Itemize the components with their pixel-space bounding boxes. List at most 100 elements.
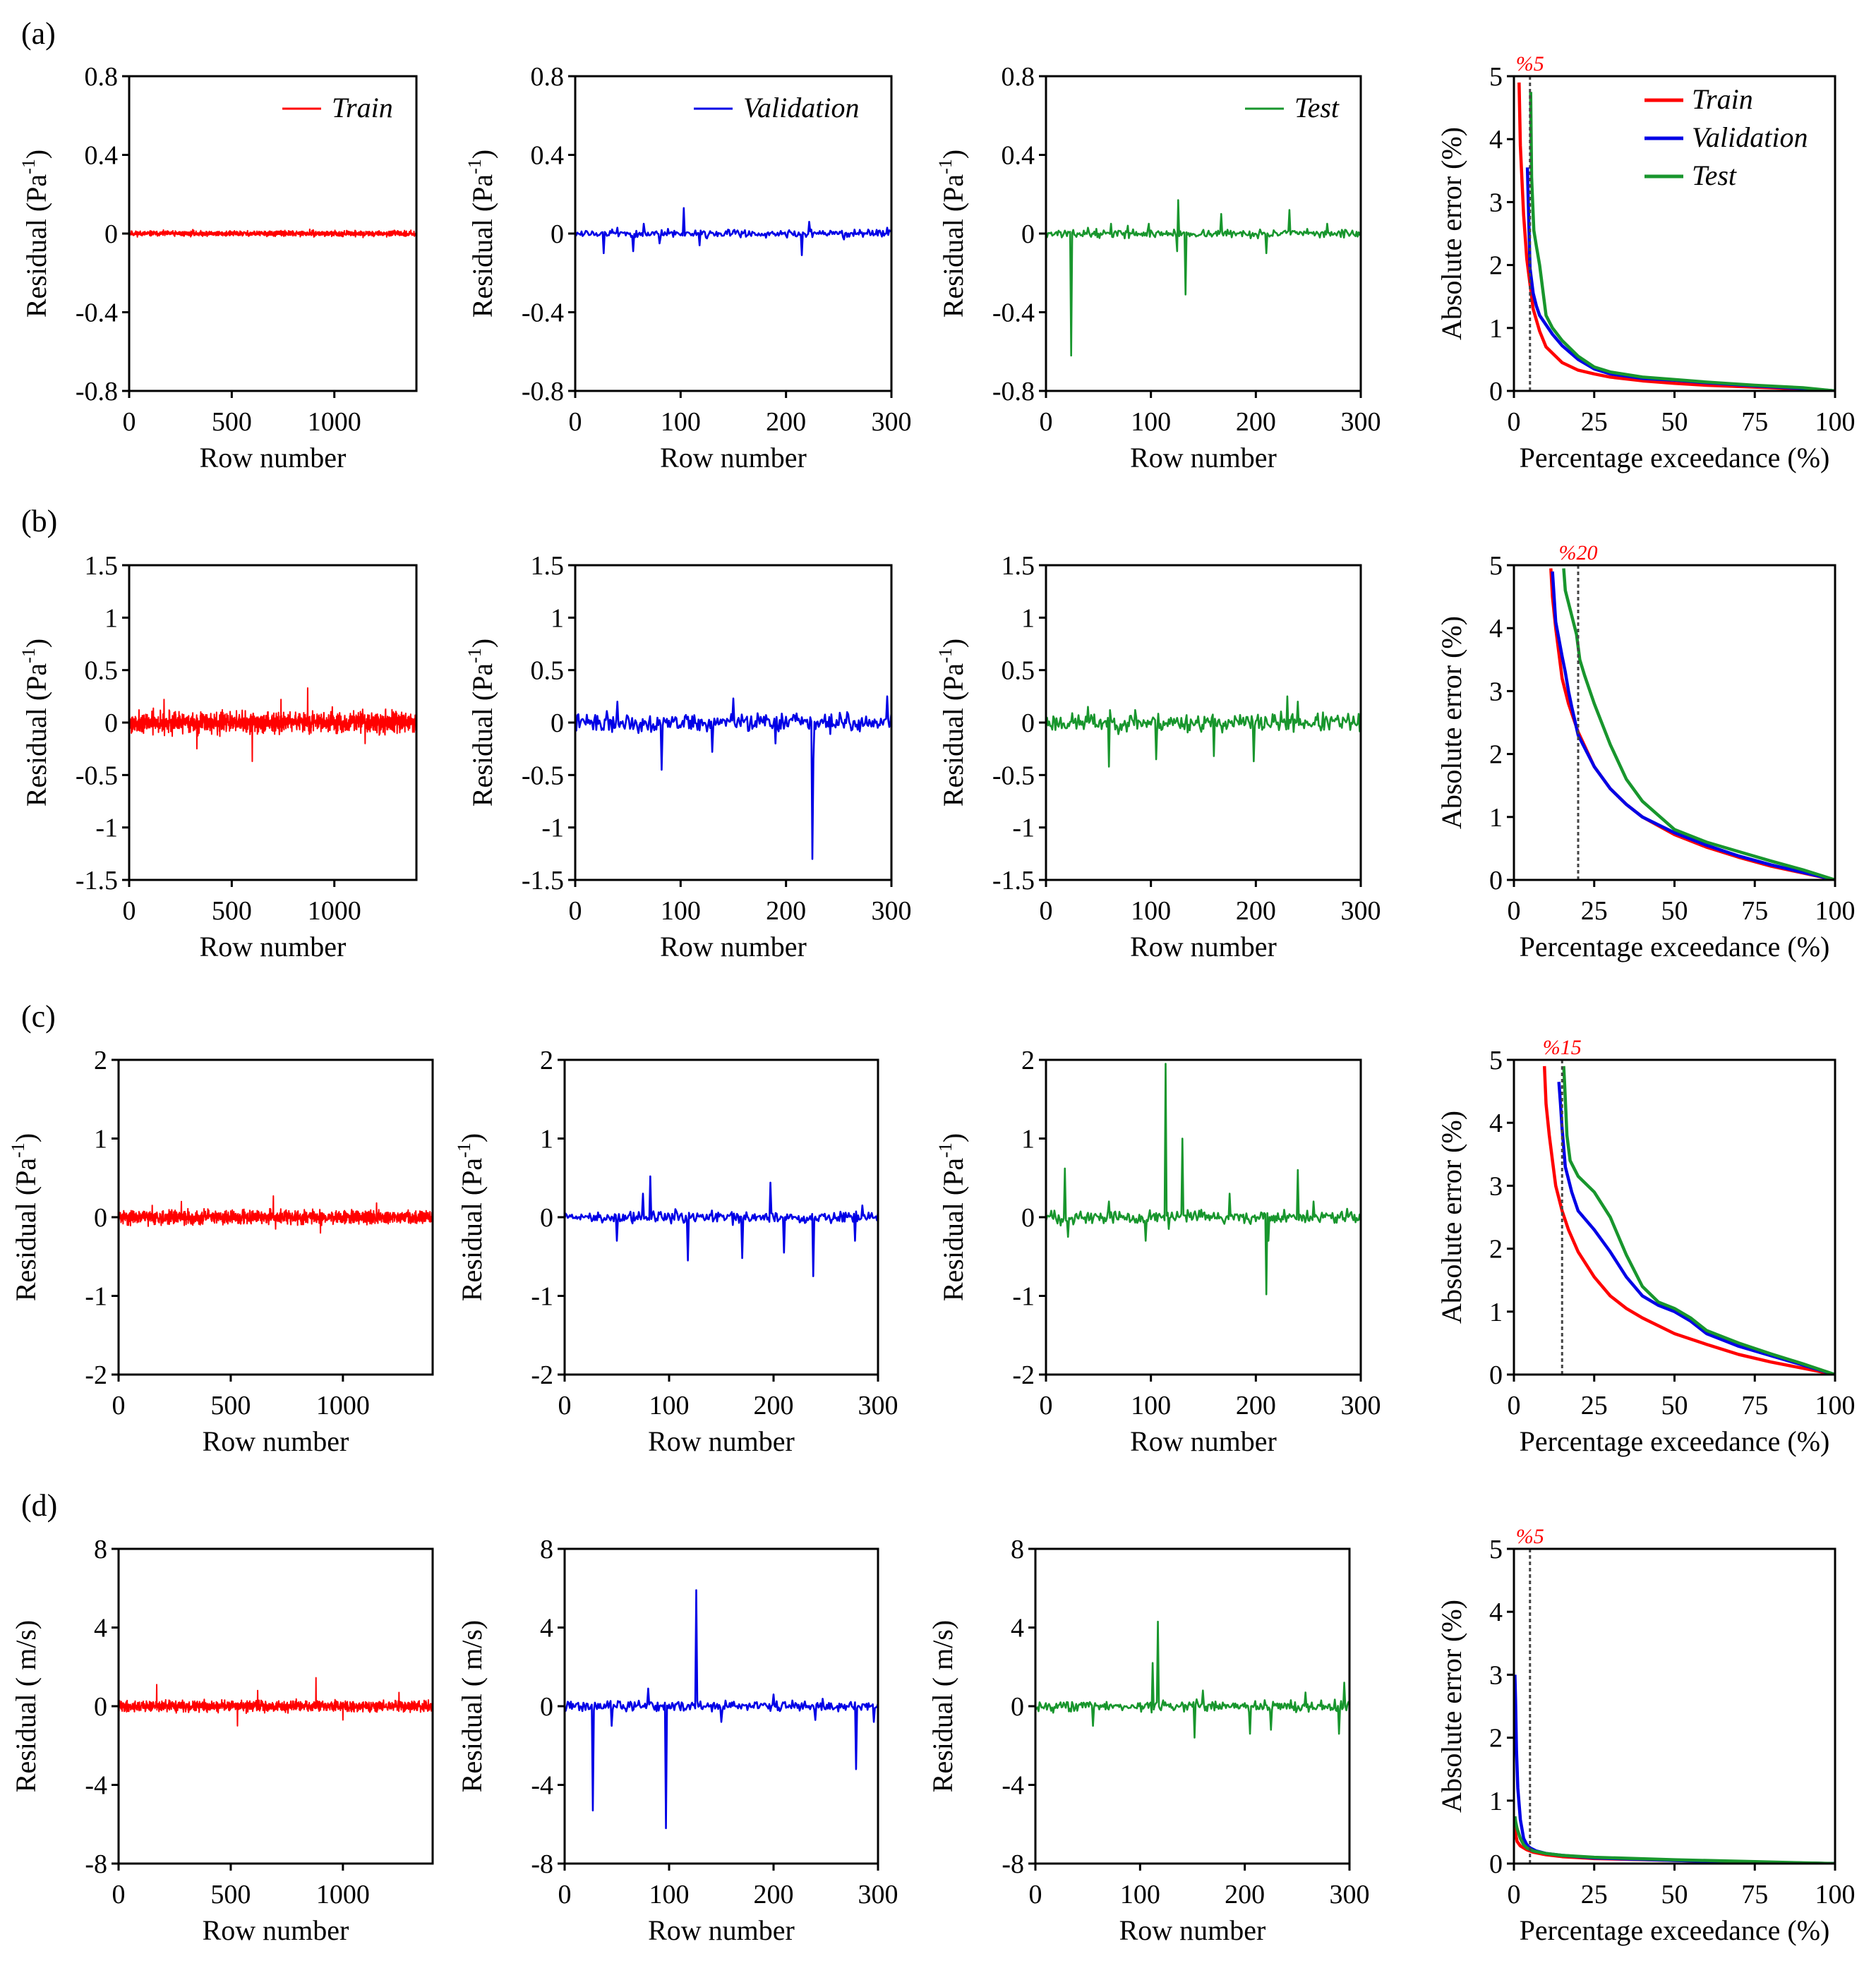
y-tick-label: -0.8 <box>522 377 564 406</box>
y-tick-label: -8 <box>531 1849 553 1879</box>
y-tick-label: 2 <box>94 1046 107 1075</box>
series-line-test <box>1046 695 1361 768</box>
plot-area <box>565 1175 878 1277</box>
x-tick-label: 75 <box>1741 1880 1768 1909</box>
x-tick-label: 300 <box>872 896 912 926</box>
y-tick-label: 1 <box>1489 314 1503 344</box>
plot-area <box>575 207 891 256</box>
chart-b-3: -1.5 -1 -0.5 0 0.5 1 1.5 0 100 200 300 Row number Re… <box>935 551 1381 962</box>
series-line-test <box>1514 1816 1835 1864</box>
x-tick-label: 100 <box>1815 407 1856 437</box>
y-tick-label: 4 <box>1489 1598 1503 1627</box>
y-tick-label: 5 <box>1489 62 1503 92</box>
y-tick-label: -0.4 <box>992 298 1035 328</box>
y-tick-label: 2 <box>1021 1046 1035 1075</box>
x-tick-label: 300 <box>1341 896 1381 926</box>
y-axis-title: Residual (Pa-1) <box>18 639 52 807</box>
chart-d-3: -8 -4 0 4 8 0 100 200 300 Row number Residual ( m/… <box>927 1535 1370 1946</box>
x-axis-title: Row number <box>200 931 347 962</box>
x-tick-label: 100 <box>1815 1880 1856 1909</box>
y-axis-title: Absolute error (%) <box>1436 616 1467 829</box>
y-tick-label: 1.5 <box>531 551 565 581</box>
x-tick-label: 25 <box>1581 407 1608 437</box>
x-tick-label: 0 <box>558 1880 572 1909</box>
x-tick-label: 300 <box>858 1391 898 1420</box>
y-tick-label: 1.5 <box>1002 551 1035 581</box>
y-tick-label: 0 <box>1489 1360 1503 1390</box>
x-tick-label: 0 <box>1508 407 1521 437</box>
y-tick-label: 0 <box>94 1692 107 1722</box>
series-line-validation <box>575 695 891 860</box>
x-tick-label: 0 <box>569 896 582 926</box>
x-tick-label: 100 <box>1131 407 1171 437</box>
x-tick-label: 1000 <box>308 896 361 926</box>
y-tick-label: 5 <box>1489 551 1503 581</box>
y-tick-label: 2 <box>540 1046 553 1075</box>
chart-a-3: Test -0.8 -0.4 0 0.4 0.8 0 100 200 300 Row number R… <box>935 62 1381 473</box>
y-tick-label: 1 <box>94 1125 107 1154</box>
y-tick-label: 0 <box>1489 866 1503 895</box>
chart-d-2: -8 -4 0 4 8 0 100 200 300 Row number Residual ( m/… <box>456 1535 898 1946</box>
y-tick-label: 1 <box>1021 603 1035 633</box>
legend-label-test: Test <box>1294 92 1340 123</box>
x-tick-label: 300 <box>1341 407 1381 437</box>
x-tick-label: 75 <box>1741 407 1768 437</box>
x-axis-title: Row number <box>1130 442 1277 473</box>
legend: Train Validation Test <box>1644 83 1808 191</box>
x-tick-label: 0 <box>1029 1880 1042 1909</box>
chart-a-2: Validation -0.8 -0.4 0 0.4 0.8 0 100 200 300 Row n… <box>464 62 912 473</box>
plot-area <box>1542 1066 1835 1375</box>
x-axis-title: Row number <box>1130 1425 1277 1457</box>
y-tick-label: -1.5 <box>76 866 118 895</box>
legend-label-train: Train <box>1692 83 1753 115</box>
y-tick-label: 2 <box>1489 1724 1503 1753</box>
y-tick-label: -0.4 <box>76 298 118 328</box>
y-tick-label: -0.8 <box>992 377 1035 406</box>
plot-area <box>575 695 891 860</box>
y-tick-label: 1 <box>540 1125 553 1154</box>
y-tick-label: -1 <box>1012 1282 1035 1312</box>
y-tick-label: 0 <box>540 1203 553 1233</box>
y-tick-label: 1.5 <box>85 551 119 581</box>
x-tick-label: 100 <box>649 1391 690 1420</box>
y-tick-label: -2 <box>1012 1360 1035 1390</box>
x-tick-label: 25 <box>1581 1880 1608 1909</box>
y-tick-label: -2 <box>85 1360 107 1390</box>
y-tick-label: 2 <box>1489 251 1503 281</box>
y-tick-label: 0 <box>104 708 118 738</box>
x-axis-title: Row number <box>200 442 347 473</box>
y-axis-title: Residual (Pa-1) <box>454 1133 488 1301</box>
legend-label-test: Test <box>1692 159 1737 191</box>
y-tick-label: 0.8 <box>85 62 119 92</box>
x-tick-label: 0 <box>1040 407 1053 437</box>
y-tick-label: -2 <box>531 1360 553 1390</box>
chart-c-2: -2 -1 0 1 2 0 100 200 300 Row number Residual (Pa-… <box>454 1046 898 1457</box>
y-tick-label: 0 <box>104 219 118 249</box>
x-tick-label: 50 <box>1661 896 1688 926</box>
y-tick-label: -1 <box>1012 814 1035 843</box>
y-tick-label: 4 <box>1011 1614 1024 1643</box>
x-tick-label: 200 <box>1225 1880 1265 1909</box>
x-axis-title: Row number <box>648 1914 795 1946</box>
series-line-validation <box>1557 1082 1835 1375</box>
y-tick-label: -0.5 <box>76 761 118 790</box>
x-axis-title: Row number <box>1119 1914 1266 1946</box>
x-tick-label: 500 <box>212 896 252 926</box>
y-tick-label: 8 <box>540 1535 553 1564</box>
y-tick-label: -8 <box>1002 1849 1024 1879</box>
x-axis-title: Row number <box>660 442 807 473</box>
x-tick-label: 50 <box>1661 1880 1688 1909</box>
panel-label: (a) <box>21 16 56 51</box>
y-tick-label: 1 <box>1489 803 1503 833</box>
reference-label: %5 <box>1516 52 1544 76</box>
y-tick-label: 0.8 <box>1002 62 1035 92</box>
y-tick-label: 5 <box>1489 1535 1503 1564</box>
y-axis-title: Residual (Pa-1) <box>935 1133 969 1301</box>
y-tick-label: 4 <box>1489 614 1503 644</box>
y-tick-label: 8 <box>94 1535 107 1564</box>
series-line-validation <box>1514 1674 1835 1864</box>
y-tick-label: 1 <box>1489 1298 1503 1327</box>
